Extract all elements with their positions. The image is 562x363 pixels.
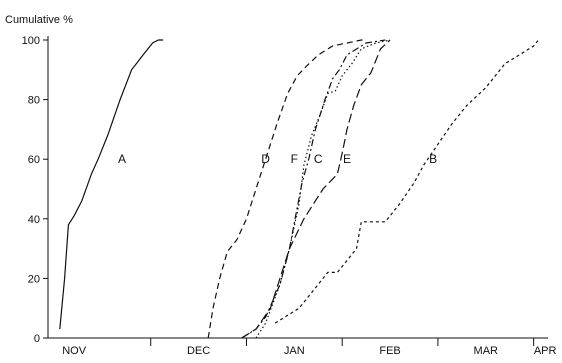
series-line-c (255, 39, 391, 339)
y-ticks: 0 20 40 60 80 100 (22, 35, 48, 345)
x-month-label: DEC (187, 345, 210, 357)
x-month-label: FEB (379, 345, 400, 357)
curve-label-f: F (291, 152, 298, 166)
curve-label-b: B (429, 152, 437, 166)
y-tick-label: 100 (22, 35, 40, 47)
y-axis-label: Cumulative % (5, 14, 73, 26)
y-tick-label: 40 (28, 214, 40, 226)
x-month-label: JAN (284, 345, 305, 357)
chart-axes (47, 36, 548, 339)
series-line-e (241, 39, 391, 339)
curve-label-a: A (118, 152, 126, 166)
y-tick-label: 0 (34, 333, 40, 345)
x-month-label: MAR (474, 345, 499, 357)
curve-label-e: E (343, 152, 351, 166)
curve-label-d: D (261, 152, 270, 166)
x-month-ticks: NOV DEC JAN FEB MAR APR (62, 338, 556, 357)
series-layer (59, 39, 539, 339)
series-line-b (274, 39, 539, 324)
y-tick-label: 80 (28, 95, 40, 107)
x-month-label: NOV (62, 345, 87, 357)
series-line-a (59, 39, 164, 330)
y-tick-label: 20 (28, 273, 40, 285)
series-line-f (241, 39, 386, 339)
y-tick-label: 60 (28, 154, 40, 166)
series-line-d (207, 39, 367, 339)
curve-label-c: C (314, 152, 323, 166)
x-month-label: APR (534, 345, 557, 357)
